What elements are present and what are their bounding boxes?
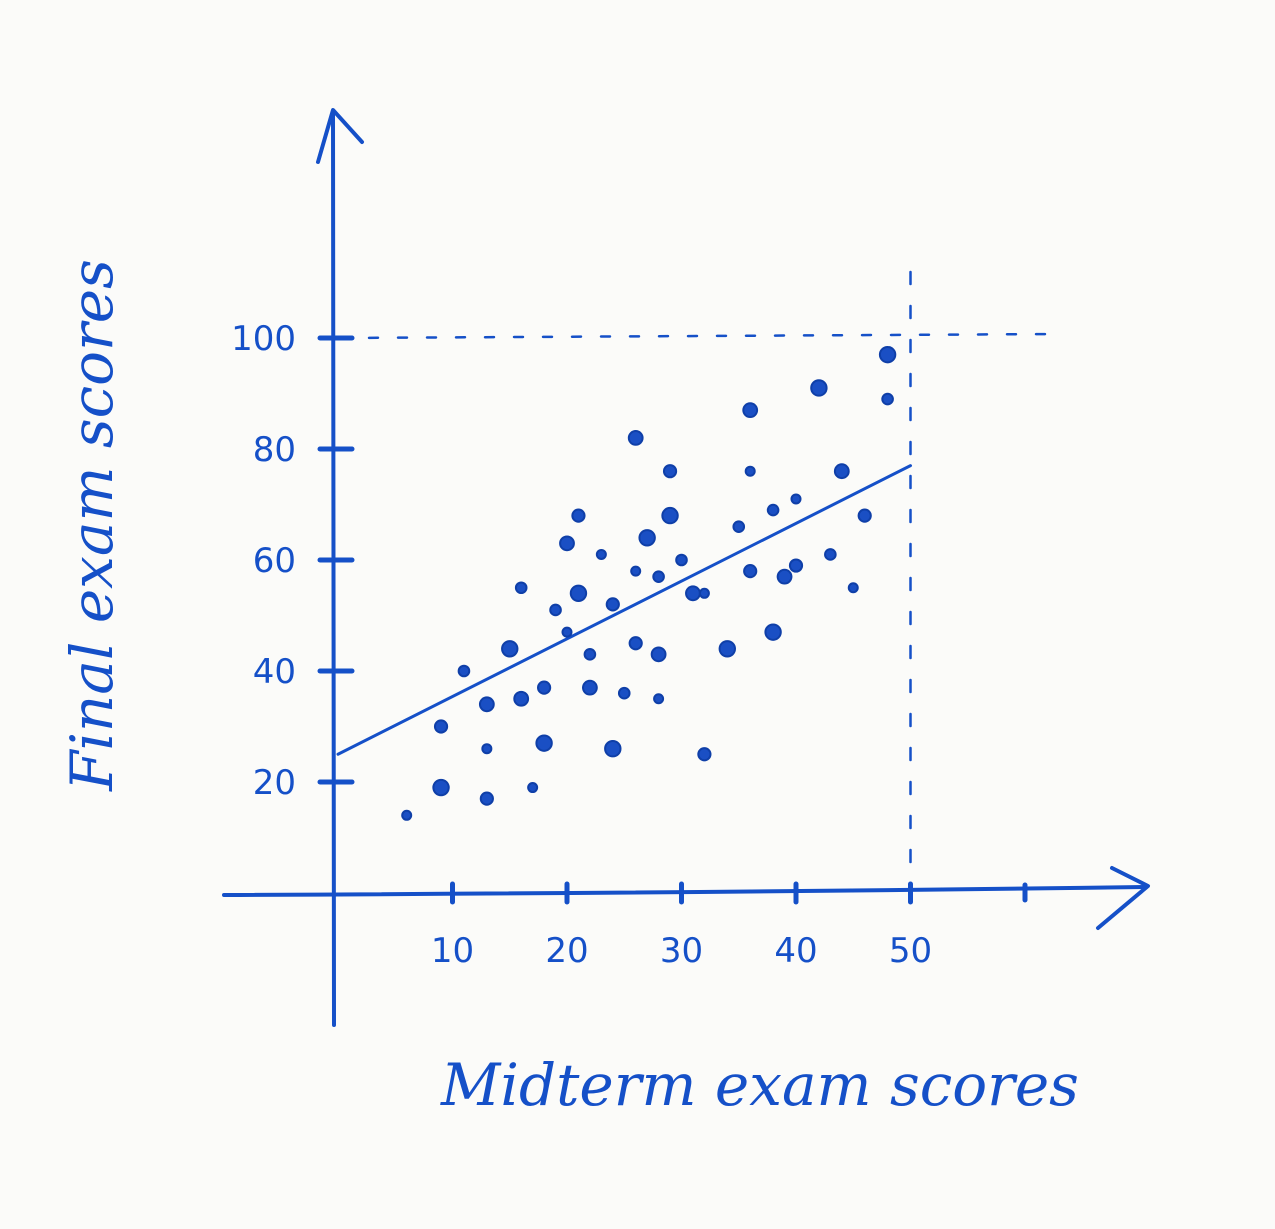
data-point (833, 463, 850, 480)
x-tick-label: 50 (889, 931, 932, 971)
data-point (790, 493, 802, 505)
data-point (810, 379, 828, 397)
data-point (685, 585, 701, 602)
data-point (675, 553, 688, 567)
x-tick-label: 20 (545, 931, 588, 971)
data-point (732, 520, 746, 534)
data-point (652, 570, 665, 583)
data-point (744, 465, 756, 477)
data-point (650, 646, 667, 663)
y-tick-label: 60 (253, 541, 296, 581)
data-point (881, 392, 894, 406)
data-point (617, 686, 631, 700)
data-point (514, 581, 528, 595)
y-axis-line (331, 110, 336, 1027)
data-point (479, 791, 494, 806)
data-point (604, 740, 622, 758)
data-point (653, 693, 665, 705)
data-point (630, 565, 642, 577)
data-point (788, 558, 804, 573)
data-point (847, 582, 859, 594)
data-point (513, 690, 530, 707)
data-point (697, 747, 712, 762)
data-point (857, 508, 872, 523)
y-tick-label: 40 (253, 652, 296, 692)
data-point (432, 778, 450, 797)
data-point (582, 679, 598, 696)
data-point (718, 640, 736, 658)
data-point (457, 664, 471, 678)
data-point (662, 464, 678, 479)
data-point (698, 587, 710, 599)
data-point (478, 696, 495, 713)
x-axis-label: Midterm exam scores (440, 1051, 1079, 1119)
data-point (501, 640, 519, 658)
y-tick-label: 20 (253, 763, 296, 803)
reference-line-horizontal (338, 332, 1062, 340)
data-point (638, 529, 656, 547)
data-point (764, 623, 782, 641)
y-axis-label: Final exam scores (58, 259, 126, 792)
x-tick-label: 30 (660, 931, 703, 971)
data-point (559, 535, 575, 552)
data-point (878, 345, 897, 364)
y-axis-arrow (316, 108, 364, 164)
data-point (627, 430, 644, 446)
data-point (776, 568, 793, 585)
data-point (481, 743, 493, 755)
data-point (571, 508, 586, 523)
data-point (824, 548, 837, 561)
data-point (433, 719, 449, 734)
data-point (537, 680, 552, 695)
x-axis-arrow (1096, 866, 1150, 930)
data-point (661, 506, 679, 525)
x-tick-label: 10 (431, 931, 474, 971)
data-point (561, 626, 573, 638)
x-axis-line (222, 885, 1147, 897)
data-point (605, 597, 620, 612)
data-point (583, 648, 597, 661)
data-point (569, 584, 588, 602)
data-point (766, 503, 780, 517)
y-tick-label: 80 (253, 430, 296, 470)
y-tick-label: 100 (231, 319, 296, 359)
data-point (527, 782, 539, 794)
data-point (742, 402, 759, 419)
data-point (401, 809, 413, 821)
data-point (595, 548, 607, 560)
data-point (535, 734, 553, 752)
data-point (743, 564, 758, 579)
data-point (549, 603, 562, 617)
x-tick-label: 40 (774, 931, 817, 971)
trend-line (336, 464, 912, 756)
data-point (628, 636, 643, 651)
